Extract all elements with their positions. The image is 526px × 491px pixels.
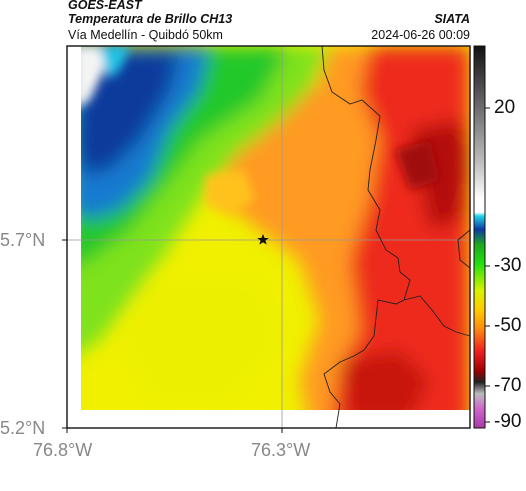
map-frame: [66, 45, 471, 429]
colorbar-tick-20: 20: [494, 97, 516, 118]
colorbar-tick-minus30: -30: [494, 255, 522, 276]
colorbar-tick-minus50: -50: [494, 315, 522, 336]
lat-label-5.7N: 5.7°N: [0, 230, 46, 250]
department-border-east: [403, 295, 471, 337]
colorbar: [473, 45, 490, 429]
colorbar-tick-minus70: -70: [494, 375, 522, 396]
route-label: Vía Medellín - Quibdó 50km: [68, 28, 223, 42]
brightness-temperature-field: [67, 46, 470, 428]
agency-label: SIATA: [434, 12, 470, 26]
satellite-title: GOES-EAST: [68, 0, 142, 12]
department-border: [321, 45, 411, 429]
product-title: Temperatura de Brillo CH13: [68, 12, 233, 26]
star-marker: [257, 234, 269, 245]
lon-label-76.3W: 76.3°W: [251, 440, 311, 460]
colorbar-tick-minus90: -90: [494, 411, 522, 432]
department-border-ne: [457, 229, 471, 269]
lat-label-5.2N: 5.2°N: [0, 418, 46, 438]
timestamp-label: 2024-06-26 00:09: [371, 28, 470, 42]
lon-label-76.8W: 76.8°W: [33, 440, 93, 460]
